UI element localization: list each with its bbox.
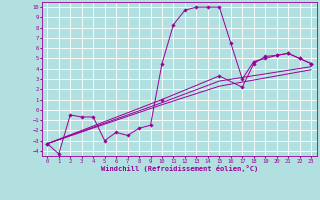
X-axis label: Windchill (Refroidissement éolien,°C): Windchill (Refroidissement éolien,°C)	[100, 165, 258, 172]
